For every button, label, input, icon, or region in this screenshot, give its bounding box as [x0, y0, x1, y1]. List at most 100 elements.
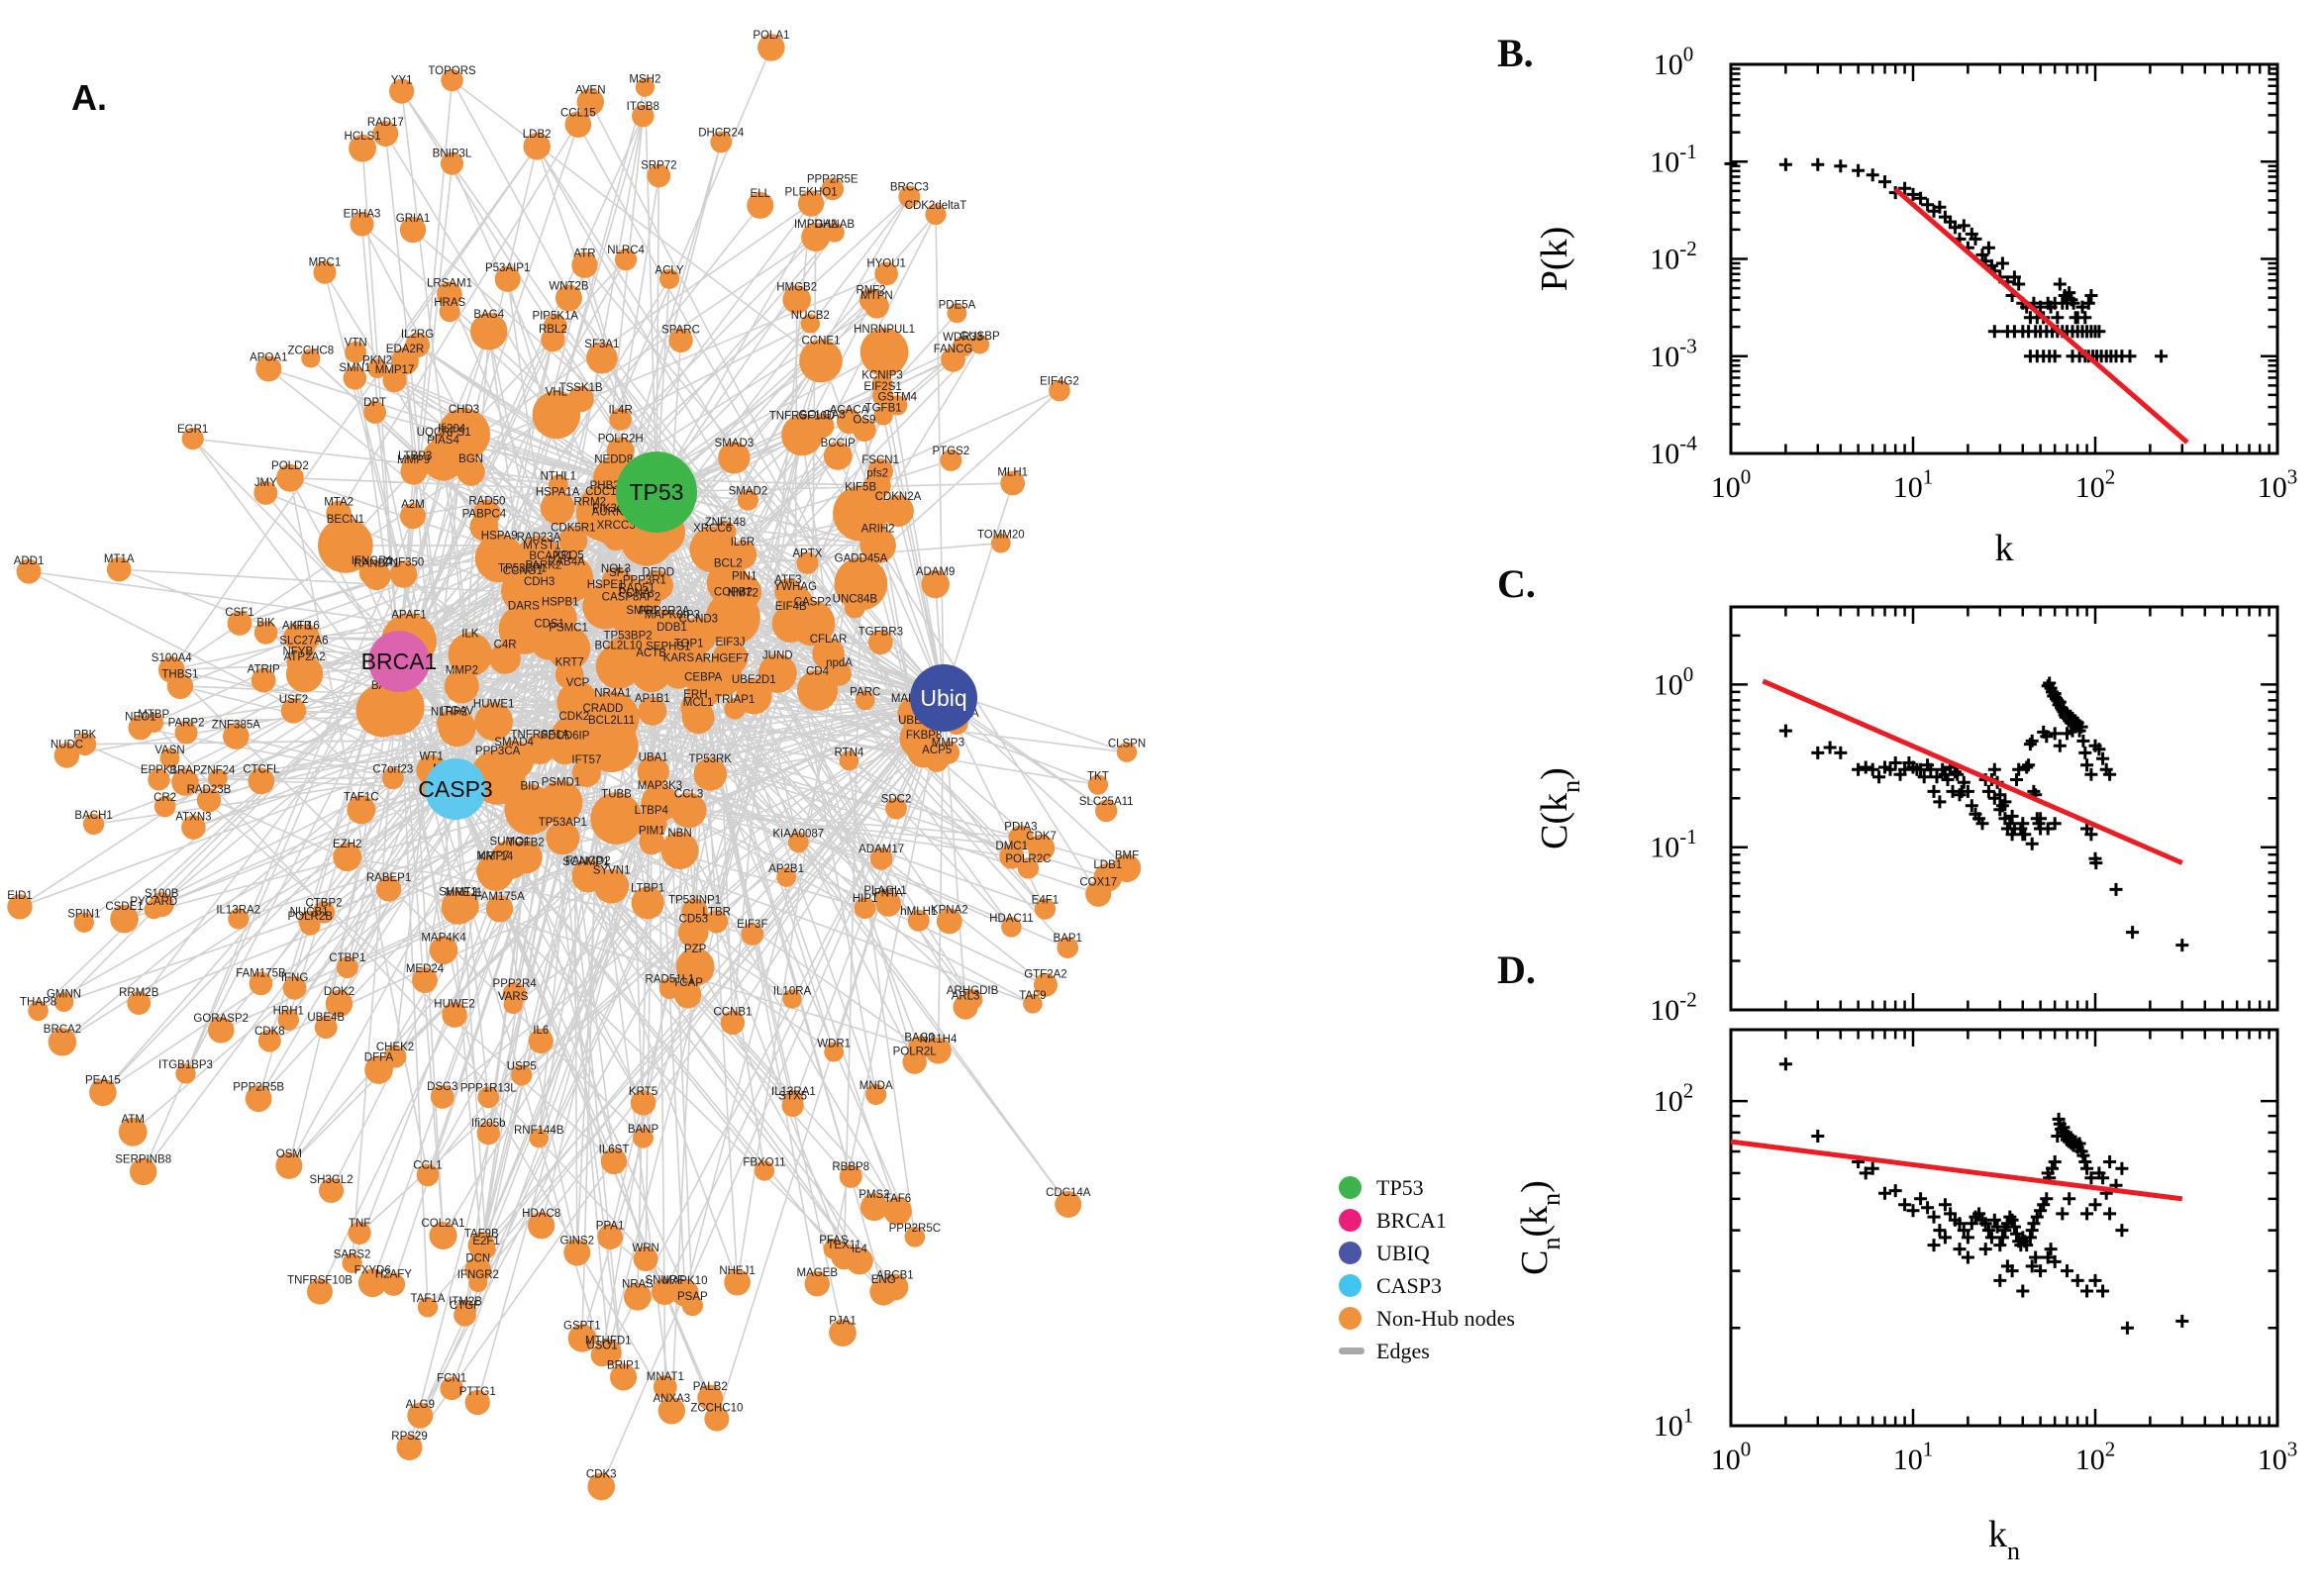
network-node	[474, 702, 513, 742]
network-node	[902, 1049, 927, 1074]
network-node	[1017, 857, 1040, 879]
network-node-label: PLAGL1	[863, 885, 906, 897]
network-node-label: CDK3	[586, 1469, 617, 1481]
network-node-label: ADAM9	[916, 566, 956, 578]
network-node-label: MSH2	[629, 74, 660, 86]
network-node-label: IL6	[533, 1025, 549, 1037]
hub-node-ubiq	[910, 664, 977, 732]
network-node	[1057, 937, 1079, 958]
axis-tick-label: 101	[1654, 1404, 1694, 1444]
network-node	[106, 556, 132, 582]
network-node	[796, 669, 839, 711]
network-node	[925, 1037, 952, 1064]
network-node-label: PPP2R5E	[807, 174, 858, 186]
axis-tick-label: 10-3	[1650, 334, 1697, 373]
network-node	[253, 621, 278, 645]
network-node	[468, 1273, 488, 1293]
network-node	[614, 249, 638, 271]
network-node	[336, 956, 358, 979]
network-node-label: SF1	[609, 567, 630, 579]
legend-item-label: CASP3	[1376, 1272, 1443, 1298]
network-node-label: S100B	[145, 888, 179, 900]
network-node-label: CCND3	[678, 613, 718, 625]
network-node-label: CCL3	[674, 789, 703, 801]
network-node-label: PIM1	[639, 826, 665, 838]
network-node-label: CTBP2	[305, 897, 342, 909]
network-node-label: TCAP	[672, 977, 703, 989]
network-node	[858, 288, 883, 312]
network-node-label: PFAS	[819, 1235, 849, 1247]
network-node	[728, 541, 758, 569]
network-node	[489, 643, 521, 674]
network-node-label: BMF	[1115, 850, 1139, 862]
network-node	[1008, 825, 1034, 850]
hub-node-label-ubiq: Ubiq	[920, 685, 966, 711]
network-node-label: STX5	[778, 1091, 807, 1103]
network-node-label: NMT2	[728, 588, 758, 600]
network-node-label: POLA1	[753, 30, 789, 42]
network-node	[368, 679, 425, 736]
network-node-label: APTX	[792, 549, 822, 560]
network-node	[503, 994, 523, 1015]
network-node-label: KRT7	[556, 656, 584, 668]
network-node-label: RBBP8	[832, 1161, 869, 1173]
network-node-label: RAD51L1	[646, 974, 695, 986]
network-node	[556, 681, 599, 724]
network-node-label: ALG9	[406, 1399, 435, 1411]
network-node-label: IL2RG	[401, 329, 434, 341]
hub-node-label-casp3: CASP3	[418, 776, 492, 802]
panel-b-label: B.	[1497, 31, 1534, 75]
network-node-label: NOL3	[601, 563, 631, 575]
network-node-label: RAD17	[367, 117, 404, 129]
network-node-label: NR1H4	[920, 1034, 958, 1046]
axis-tick-label: 100	[1654, 43, 1694, 82]
legend-item: TP53	[1339, 1171, 1515, 1204]
network-node	[865, 1083, 887, 1106]
network-node	[800, 314, 821, 334]
network-node	[361, 561, 391, 591]
network-node-label: IFNGR1	[352, 555, 393, 567]
network-node-label: TGFB2	[508, 837, 545, 848]
network-node-label: S100A4	[152, 652, 193, 664]
network-node	[82, 813, 105, 836]
degree-distribution-plot: 100 10-1 10-2 10-3 10-4 100 101 102 103 k P(k)	[1534, 43, 2297, 570]
network-node-label: LDB1	[1093, 859, 1122, 871]
network-node-label: FSCN1	[861, 454, 899, 466]
network-node-label: HYOU1	[866, 258, 906, 270]
network-node-labels: CDKN2ACCND3CCNE1CDK2UBA1PCNACEBPATDGPIAS…	[7, 30, 1146, 1480]
network-node-label: PPP2R5B	[233, 1081, 284, 1093]
axis-tick-label: 10-4	[1650, 432, 1697, 471]
network-node-label: NLRP2	[431, 707, 467, 719]
network-node-label: CCNG1	[503, 565, 543, 577]
network-node	[921, 569, 950, 599]
network-node	[401, 453, 429, 482]
network-node-label: ENG	[871, 1274, 896, 1286]
network-node-label: ITGB8	[627, 101, 659, 113]
network-node-label: HSPE1	[587, 579, 625, 591]
network-node-label: PBK	[73, 729, 96, 741]
legend-dot-swatch	[1339, 1274, 1362, 1297]
network-node-label: ACLY	[655, 265, 684, 277]
network-node-label: EIF3F	[737, 919, 767, 931]
network-node-label: HSPA9	[481, 530, 518, 542]
network-node-label: ATF3	[774, 574, 801, 586]
network-node-label: LTBP4	[635, 805, 669, 817]
network-node	[885, 797, 907, 820]
network-node	[442, 1002, 467, 1028]
network-node-label: ZCCHC10	[690, 1403, 743, 1415]
network-node-label: CRADD	[582, 703, 623, 715]
network-node	[504, 784, 556, 836]
network-node	[571, 251, 598, 278]
network-node-label: CFLAR	[810, 634, 848, 646]
network-node-label: GINS2	[560, 1236, 595, 1247]
network-node-label: ADD1	[14, 555, 45, 567]
network-node-label: IL4R	[608, 404, 632, 416]
network-node	[859, 328, 909, 376]
network-node-label: NUCB1	[290, 907, 329, 919]
network-node-label: PSMD1	[542, 777, 581, 789]
network-node	[823, 442, 853, 470]
network-nodes	[7, 34, 1142, 1501]
axis-ticks	[1729, 62, 2277, 453]
network-node-label: CASP2	[794, 597, 832, 609]
network-node-label: PARC	[850, 687, 880, 699]
